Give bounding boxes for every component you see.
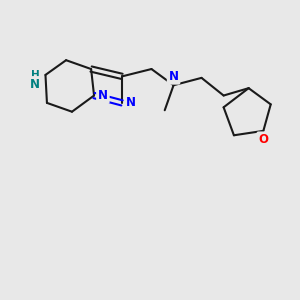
Text: N: N [98, 89, 108, 102]
Text: O: O [258, 133, 268, 146]
Text: N: N [169, 70, 178, 83]
Text: N: N [30, 78, 40, 91]
Text: N: N [126, 96, 136, 110]
Text: H: H [31, 70, 40, 80]
